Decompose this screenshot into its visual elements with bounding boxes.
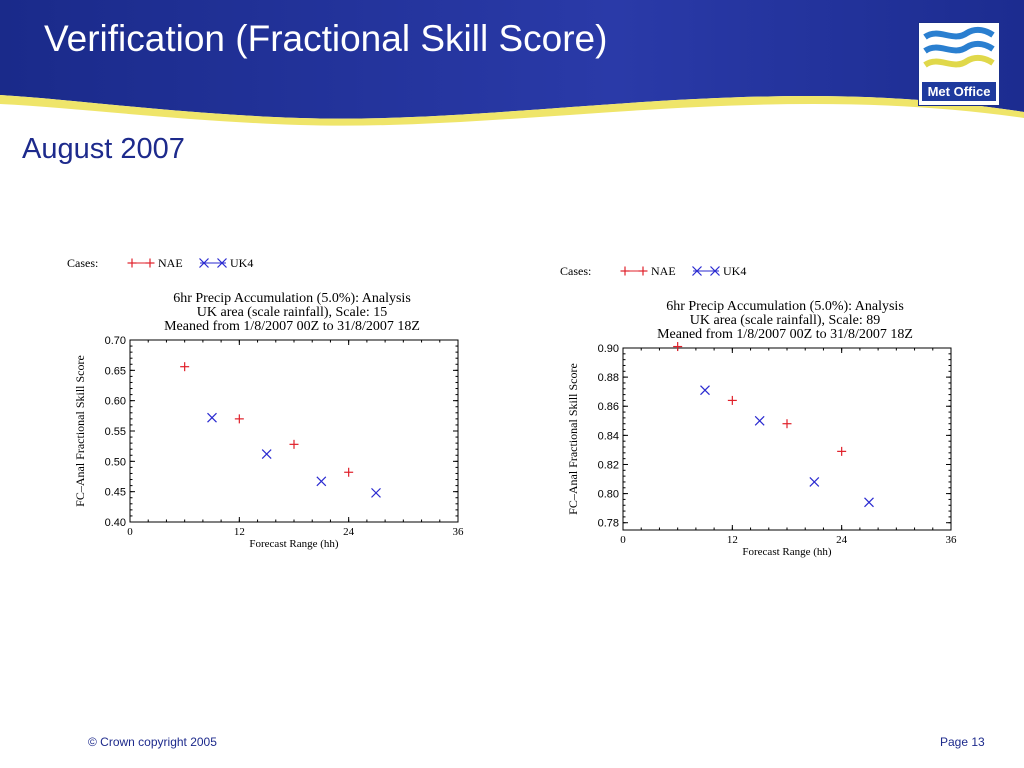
legend-marker-uk4 [199, 258, 209, 268]
data-point-nae [782, 419, 792, 429]
data-point-uk4 [864, 497, 874, 508]
y-tick-label: 0.86 [598, 401, 619, 413]
data-point-uk4 [754, 415, 765, 426]
x-tick-label: 0 [620, 534, 626, 546]
legend-marker-uk4 [217, 258, 227, 268]
data-point-uk4 [316, 476, 327, 487]
yellow-wave [0, 95, 1024, 126]
legend-entry-uk4: UK4 [723, 264, 746, 278]
data-point-nae [289, 439, 299, 449]
plot-frame [622, 347, 952, 531]
footer-page-number: Page 13 [940, 735, 985, 749]
x-tick-label: 0 [127, 526, 133, 538]
data-point-uk4 [700, 385, 710, 396]
legend-entry-nae: NAE [651, 264, 676, 278]
x-tick-label: 12 [234, 526, 245, 538]
slide-subtitle: August 2007 [22, 133, 185, 165]
chart-title-line: UK area (scale rainfall), Scale: 15 [197, 305, 387, 320]
y-tick-label: 0.60 [105, 396, 126, 408]
data-point-uk4 [371, 487, 381, 498]
legend-entry-nae: NAE [158, 256, 183, 270]
wave-logo-icon [923, 26, 995, 68]
legend-marker-nae [145, 258, 155, 268]
data-point-nae [727, 395, 737, 405]
data-point-nae [837, 446, 847, 456]
y-tick-label: 0.78 [598, 518, 619, 530]
y-tick-label: 0.82 [598, 459, 619, 471]
y-tick-label: 0.45 [105, 487, 126, 499]
y-tick-label: 0.84 [598, 430, 619, 442]
y-tick-label: 0.90 [598, 343, 619, 355]
y-axis-label: FC–Anal Fractional Skill Score [73, 355, 87, 507]
chart-scale-15: Cases: NAE UK4 6hr Precip Accumulation (5.0… [67, 256, 465, 550]
met-office-logo: Met Office [918, 22, 1000, 106]
x-tick-label: 36 [946, 534, 958, 546]
y-tick-label: 0.80 [598, 489, 619, 501]
x-tick-label: 24 [836, 534, 848, 546]
legend-entry-uk4: UK4 [230, 256, 253, 270]
chart-title-line: Meaned from 1/8/2007 00Z to 31/8/2007 18… [164, 319, 420, 334]
y-tick-label: 0.88 [598, 372, 619, 384]
data-point-nae [180, 362, 190, 372]
data-point-uk4 [261, 449, 272, 459]
legend-label: Cases: [67, 256, 98, 270]
y-axis-label: FC–Anal Fractional Skill Score [566, 363, 580, 515]
data-point-uk4 [809, 477, 820, 487]
data-point-uk4 [207, 412, 217, 423]
y-tick-label: 0.55 [105, 426, 126, 438]
logo-text: Met Office [922, 82, 996, 101]
plot-frame [129, 339, 459, 523]
chart-title-line: Meaned from 1/8/2007 00Z to 31/8/2007 18… [657, 327, 913, 342]
y-tick-label: 0.70 [105, 335, 126, 347]
y-tick-label: 0.65 [105, 365, 126, 377]
footer-copyright: © Crown copyright 2005 [88, 735, 217, 749]
x-tick-label: 24 [343, 526, 355, 538]
data-point-nae [344, 467, 354, 477]
legend-marker-uk4 [710, 266, 720, 276]
x-axis-label: Forecast Range (hh) [742, 546, 832, 558]
y-tick-label: 0.40 [105, 517, 126, 529]
header-banner [0, 0, 1024, 130]
x-tick-label: 36 [453, 526, 465, 538]
legend-marker-nae [127, 258, 137, 268]
chart-title-line: UK area (scale rainfall), Scale: 89 [690, 313, 880, 328]
slide-title: Verification (Fractional Skill Score) [44, 18, 608, 59]
legend-marker-nae [620, 266, 630, 276]
legend-marker-nae [638, 266, 648, 276]
legend-marker-uk4 [692, 266, 702, 276]
y-tick-label: 0.50 [105, 456, 126, 468]
data-point-nae [673, 342, 683, 352]
x-tick-label: 12 [727, 534, 738, 546]
chart-title-line: 6hr Precip Accumulation (5.0%): Analysis [173, 291, 411, 306]
chart-title-line: 6hr Precip Accumulation (5.0%): Analysis [666, 299, 904, 314]
chart-scale-89: Cases: NAE UK4 6hr Precip Accumulation (5.0… [560, 264, 958, 558]
data-point-nae [234, 414, 244, 424]
legend-label: Cases: [560, 264, 591, 278]
x-axis-label: Forecast Range (hh) [249, 538, 339, 550]
